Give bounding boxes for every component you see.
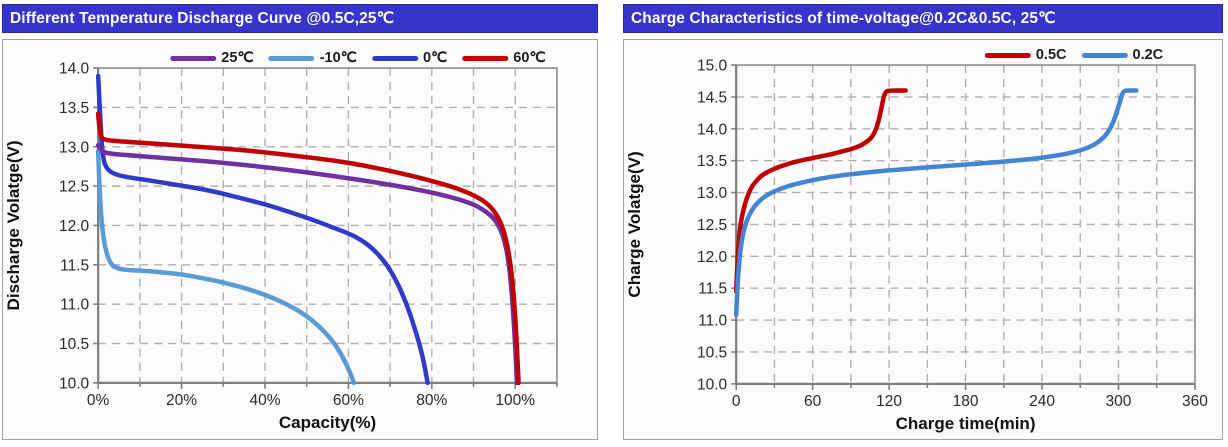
x-tick-label: 300 xyxy=(1106,393,1132,410)
legend-label: 25℃ xyxy=(221,50,254,66)
y-tick-label: 14.0 xyxy=(59,61,90,78)
y-tick-label: 10.5 xyxy=(59,336,89,353)
legend-swatch-icon xyxy=(268,55,315,61)
y-tick-label: 14.0 xyxy=(697,121,728,138)
charge-chart-box: 0.5C 0.2C 0 60 120 180 240 300 360 10.0 10.5 11.0 1… xyxy=(623,39,1223,440)
series-group xyxy=(733,88,1139,318)
y-tick-label: 10.0 xyxy=(59,375,90,392)
x-tick-label: 240 xyxy=(1029,393,1055,410)
legend-label: -10℃ xyxy=(319,50,357,66)
y-tick-label: 10.0 xyxy=(697,376,728,393)
x-tick-label: 0% xyxy=(87,392,110,409)
legend-swatch-icon xyxy=(1081,52,1128,58)
series-curve-0 xyxy=(733,88,908,294)
y-tick-label: 11.0 xyxy=(60,297,89,314)
x-tick-label: 360 xyxy=(1182,393,1208,410)
legend-swatch-icon xyxy=(462,55,509,61)
series-curve-1 xyxy=(733,88,1139,318)
legend-item: 0.2C xyxy=(1081,47,1164,63)
discharge-chart-box: 25℃ -10℃ 0℃ 60℃ 0% 20% 40% 60% 80% 100% 10.0 10.5 1… xyxy=(2,39,598,440)
discharge-title: Different Temperature Discharge Curve @0… xyxy=(10,10,395,27)
x-tick-label: 60% xyxy=(333,392,364,409)
charge-legend: 0.5C 0.2C xyxy=(984,47,1164,63)
series-group xyxy=(95,73,521,386)
x-tick-label: 0 xyxy=(732,393,741,410)
legend-item: 0.5C xyxy=(984,47,1067,63)
charge-title-bar: Charge Characteristics of time-voltage@0… xyxy=(623,4,1223,33)
x-axis-title: Charge time(min) xyxy=(896,414,1036,433)
y-tick-label: 14.5 xyxy=(697,89,727,106)
charge-title: Charge Characteristics of time-voltage@0… xyxy=(631,10,1056,27)
series-curve-1 xyxy=(95,73,430,386)
axis-ticks xyxy=(731,64,1196,390)
x-tick-label: 20% xyxy=(166,392,197,409)
legend-swatch-icon xyxy=(984,52,1031,58)
y-tick-label: 12.5 xyxy=(697,217,727,234)
series-curve-0 xyxy=(95,148,357,386)
x-tick-label: 120 xyxy=(876,393,902,410)
legend-item: 60℃ xyxy=(462,50,546,66)
grid-lines xyxy=(98,68,557,383)
legend-item: -10℃ xyxy=(268,50,357,66)
grid-lines xyxy=(736,65,1195,384)
y-tick-label: 12.0 xyxy=(697,249,728,266)
axis-labels: 0 60 120 180 240 300 360 10.0 10.5 11.0 11.5 12.0 12… xyxy=(625,58,1208,433)
charge-chart-canvas: 0 60 120 180 240 300 360 10.0 10.5 11.0 11.5 12.0 12… xyxy=(625,58,1208,433)
y-tick-label: 13.0 xyxy=(697,185,728,202)
legend-item: 0℃ xyxy=(371,50,448,66)
discharge-curve-panel: Different Temperature Discharge Curve @0… xyxy=(2,4,598,440)
x-tick-label: 40% xyxy=(249,392,280,409)
legend-swatch-icon xyxy=(170,55,217,61)
x-tick-label: 60 xyxy=(804,393,822,410)
legend-label: 60℃ xyxy=(513,50,546,66)
y-tick-label: 15.0 xyxy=(697,58,728,75)
y-tick-label: 13.5 xyxy=(697,153,727,170)
y-tick-label: 10.5 xyxy=(697,344,727,361)
series-curve-2 xyxy=(95,142,520,386)
legend-label: 0.5C xyxy=(1035,47,1067,63)
x-tick-label: 100% xyxy=(495,392,535,409)
y-axis-title: Discharge Volatge(V) xyxy=(4,140,23,310)
y-tick-label: 13.0 xyxy=(59,139,90,156)
legend-label: 0.2C xyxy=(1132,47,1164,63)
y-tick-label: 13.5 xyxy=(59,100,89,117)
legend-swatch-icon xyxy=(371,55,418,61)
series-curve-3 xyxy=(95,111,521,386)
charge-curve-panel: Charge Characteristics of time-voltage@0… xyxy=(623,4,1223,440)
y-tick-label: 12.0 xyxy=(59,218,90,235)
y-tick-label: 11.5 xyxy=(60,257,89,274)
y-tick-label: 11.5 xyxy=(698,281,727,298)
axis-labels: 0% 20% 40% 60% 80% 100% 10.0 10.5 11.0 11.5 12.0 12… xyxy=(4,61,535,432)
y-axis-title: Charge Volatge(V) xyxy=(625,151,644,297)
x-axis-title: Capacity(%) xyxy=(279,413,376,432)
discharge-chart-canvas: 0% 20% 40% 60% 80% 100% 10.0 10.5 11.0 11.5 12.0 12… xyxy=(4,61,558,432)
x-tick-label: 80% xyxy=(416,392,447,409)
discharge-legend: 25℃ -10℃ 0℃ 60℃ xyxy=(170,50,546,66)
x-tick-label: 180 xyxy=(953,393,979,410)
legend-item: 25℃ xyxy=(170,50,254,66)
y-tick-label: 11.0 xyxy=(698,313,727,330)
discharge-title-bar: Different Temperature Discharge Curve @0… xyxy=(2,4,598,33)
y-tick-label: 12.5 xyxy=(59,179,89,196)
legend-label: 0℃ xyxy=(422,50,448,66)
axis-ticks xyxy=(93,67,558,389)
